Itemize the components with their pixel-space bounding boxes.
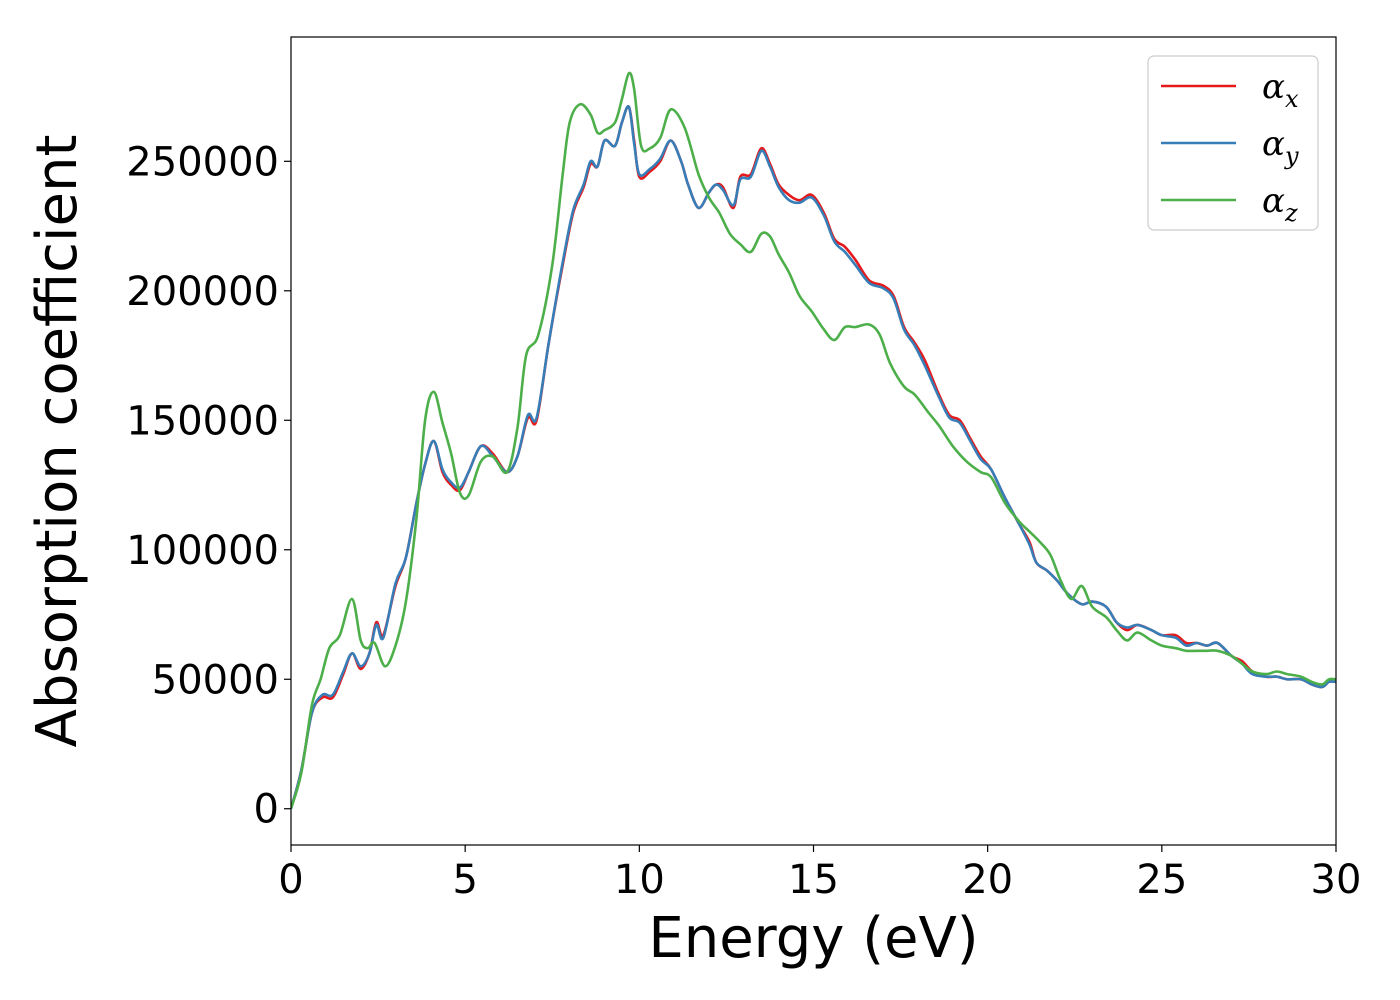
y-axis: 0 50000 100000 150000 200000 250000: [126, 139, 291, 833]
x-tick-label: 5: [452, 857, 477, 903]
y-axis-title: Absorption coefficient: [25, 135, 90, 748]
y-tick-label: 0: [254, 787, 279, 833]
y-tick-label: 50000: [152, 657, 279, 703]
x-tick-label: 10: [614, 857, 665, 903]
y-tick-label: 200000: [126, 269, 279, 315]
y-tick-label: 250000: [126, 139, 279, 185]
x-axis-title: Energy (eV): [648, 906, 978, 971]
x-tick-label: 0: [278, 857, 303, 903]
y-tick-label: 100000: [126, 528, 279, 574]
series-line-z: [291, 71, 1336, 810]
x-tick-label: 30: [1311, 857, 1362, 903]
x-tick-label: 25: [1136, 857, 1187, 903]
series-line-y: [291, 105, 1336, 810]
plot-lines: [291, 71, 1336, 810]
x-tick-label: 20: [962, 857, 1013, 903]
x-tick-label: 15: [788, 857, 839, 903]
y-tick-label: 150000: [126, 398, 279, 444]
x-axis: 0 5 10 15 20 25 30: [278, 845, 1361, 903]
